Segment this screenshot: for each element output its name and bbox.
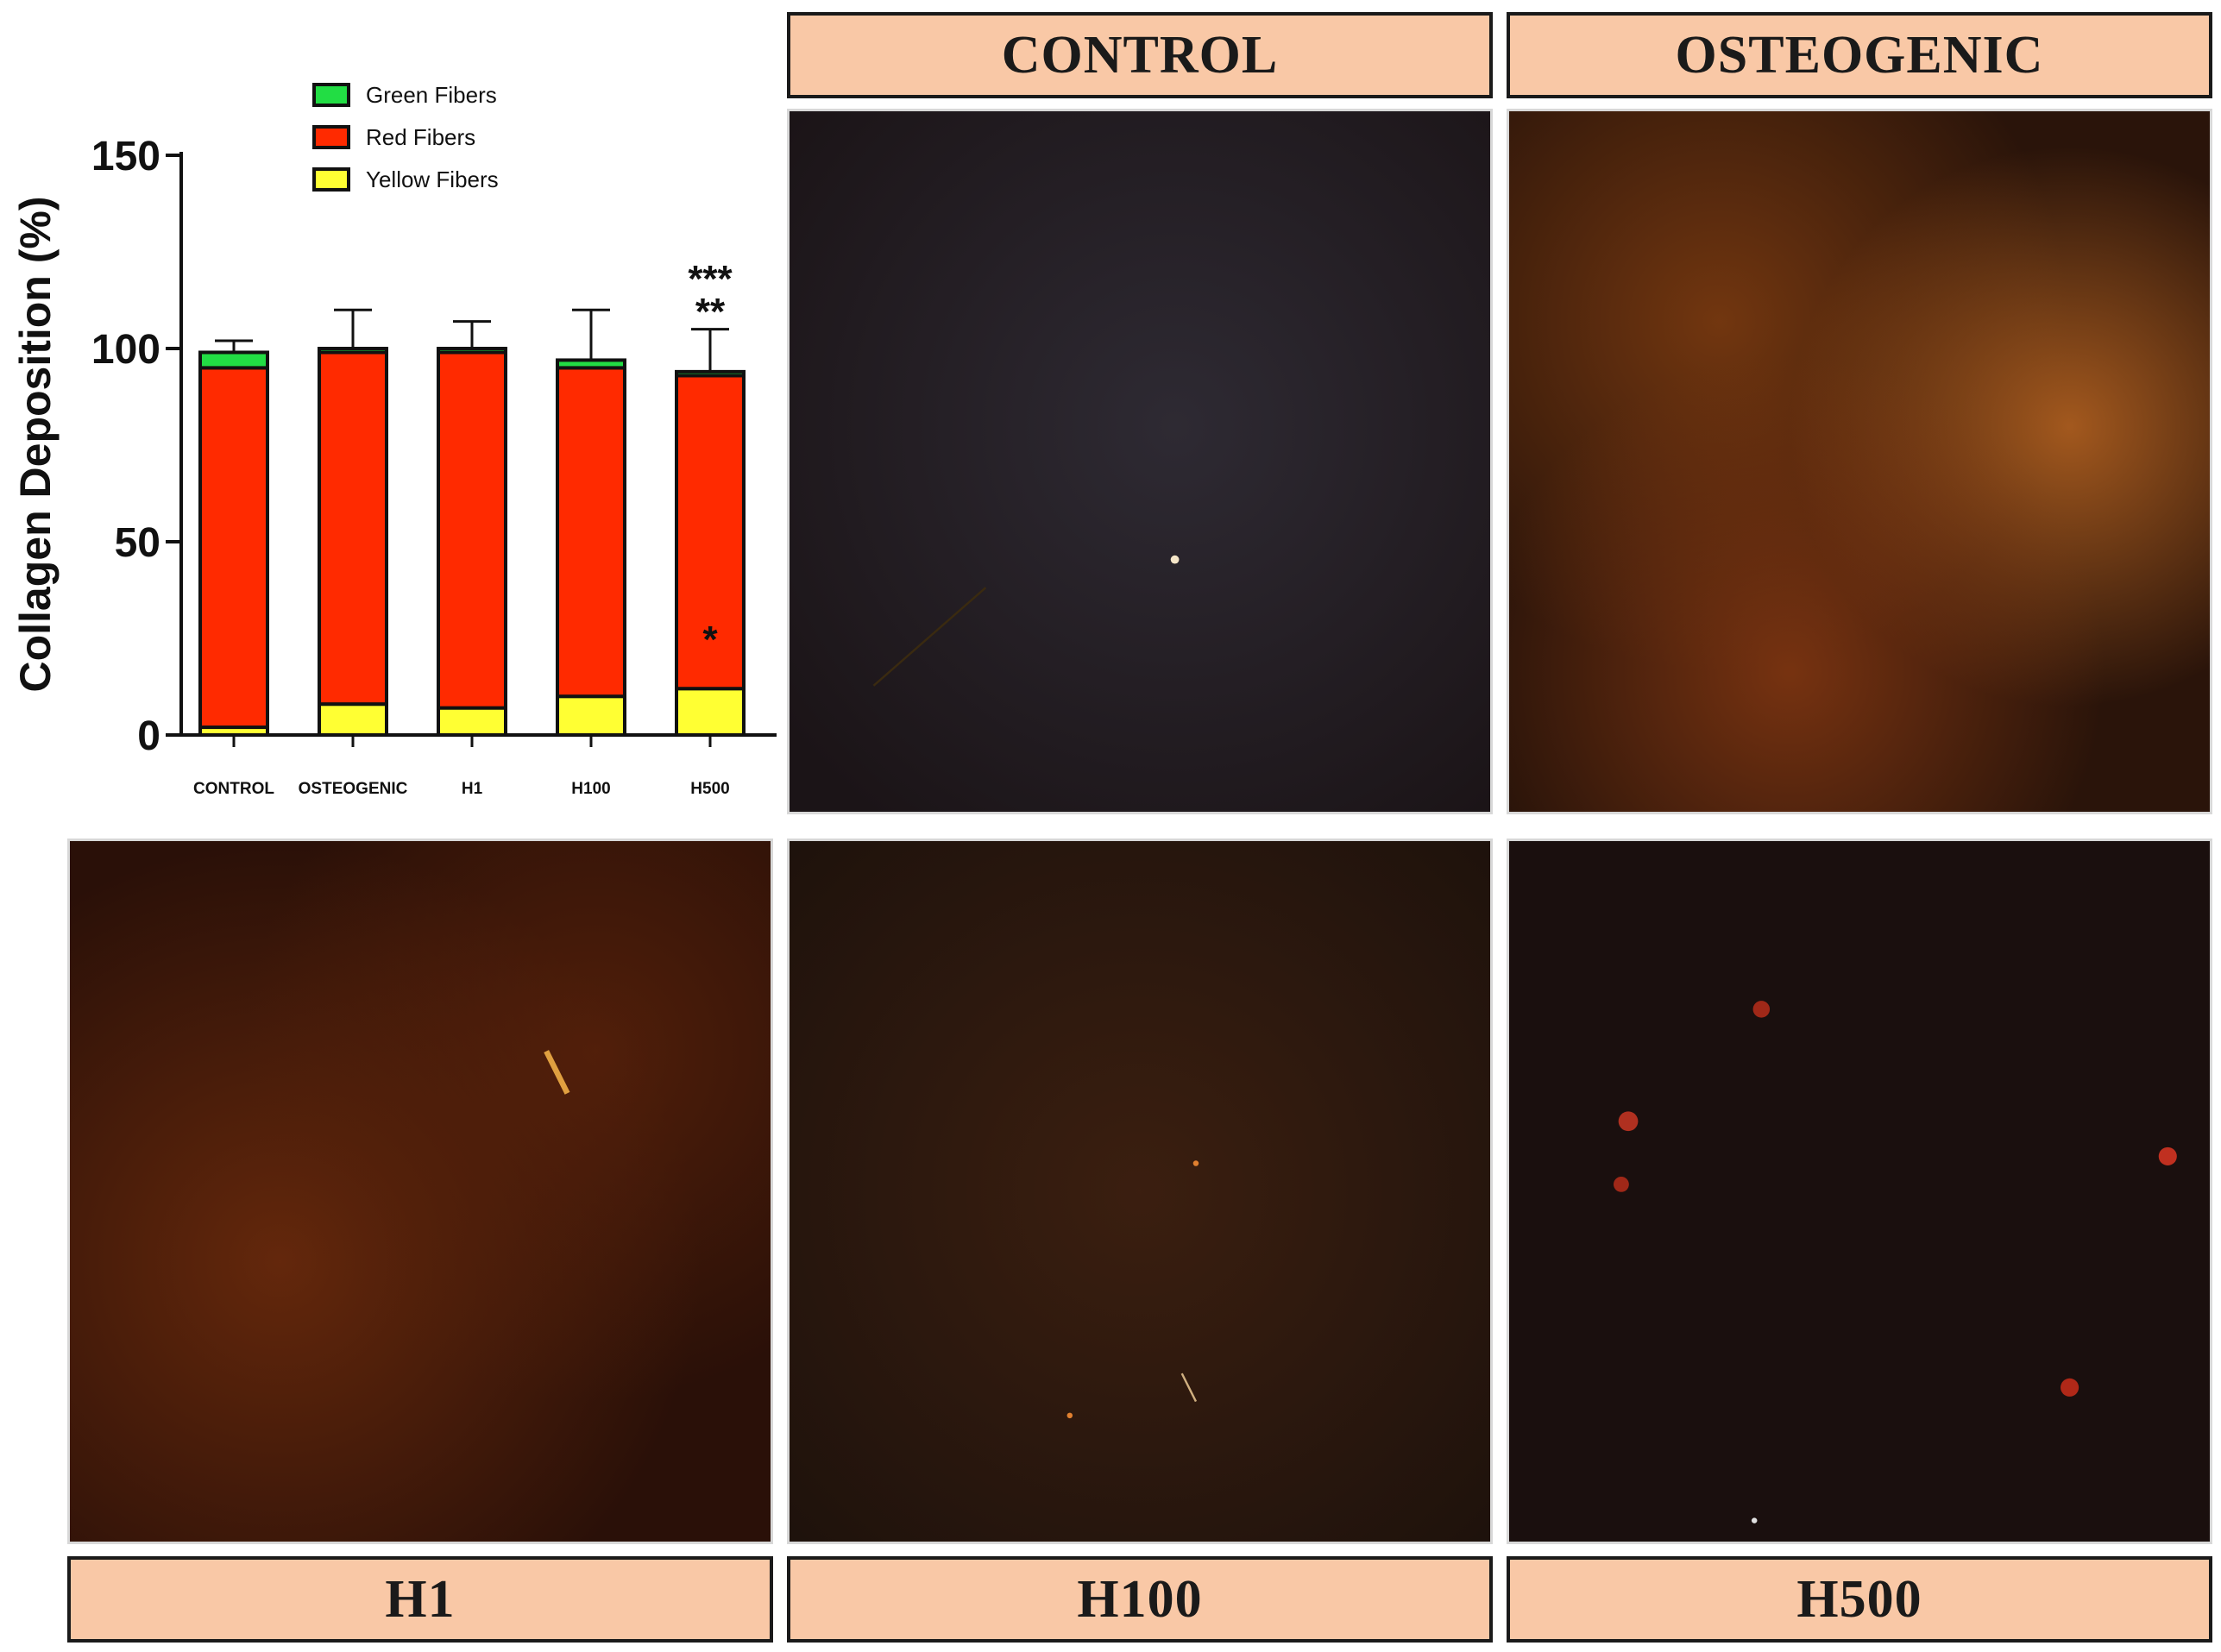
bar-segment bbox=[437, 350, 507, 710]
label-h100: H100 bbox=[787, 1556, 1493, 1643]
legend-label: Yellow Fibers bbox=[366, 166, 499, 192]
stacked-bar-chart: 0 50 100 150 Collagen Deposition (%) CONTROL O… bbox=[0, 0, 785, 811]
significance-annotation: * bbox=[702, 619, 718, 661]
significance-annotation: *** bbox=[688, 258, 733, 300]
bar-segment bbox=[437, 706, 507, 738]
label-control: CONTROL bbox=[787, 12, 1493, 98]
bar-segment bbox=[318, 350, 388, 707]
legend-label: Red Fibers bbox=[366, 124, 475, 150]
label-h500: H500 bbox=[1507, 1556, 2212, 1643]
significance-annotation: ** bbox=[695, 291, 726, 333]
legend-swatch bbox=[312, 125, 350, 149]
legend-label: Green Fibers bbox=[366, 82, 497, 108]
bar-segment bbox=[318, 702, 388, 737]
x-tick-label: H100 bbox=[571, 780, 610, 798]
micrograph-osteogenic bbox=[1507, 109, 2212, 814]
x-tick-label: CONTROL bbox=[193, 780, 274, 798]
legend-swatch bbox=[312, 83, 350, 107]
y-tick-label: 100 bbox=[91, 327, 160, 373]
x-tick-label: OSTEOGENIC bbox=[299, 780, 408, 798]
micrograph-h100 bbox=[787, 839, 1493, 1544]
bar-segment bbox=[556, 358, 626, 370]
bar-segment bbox=[437, 347, 507, 355]
chart-svg: 0 50 100 150 Collagen Deposition (%) CONTROL O… bbox=[11, 82, 777, 798]
micrograph-h1 bbox=[67, 839, 773, 1544]
x-tick-label: H500 bbox=[690, 780, 729, 798]
y-tick-label: 50 bbox=[115, 520, 160, 566]
bar-segment bbox=[675, 369, 746, 378]
micrograph-control bbox=[787, 109, 1493, 814]
bar-segment bbox=[556, 366, 626, 699]
y-tick-label: 150 bbox=[91, 134, 160, 179]
bar-segment bbox=[198, 366, 269, 730]
bar-segment bbox=[318, 347, 388, 355]
bar-segment bbox=[675, 687, 746, 737]
micrograph-h500 bbox=[1507, 839, 2212, 1544]
bar-segment bbox=[556, 694, 626, 738]
label-h1: H1 bbox=[67, 1556, 773, 1643]
label-osteogenic: OSTEOGENIC bbox=[1507, 12, 2212, 98]
y-axis-label: Collagen Deposition (%) bbox=[11, 197, 60, 693]
x-tick-label: H1 bbox=[462, 780, 483, 798]
legend-swatch bbox=[312, 167, 350, 192]
bar-segment bbox=[198, 350, 269, 370]
y-tick-label: 0 bbox=[137, 713, 160, 759]
